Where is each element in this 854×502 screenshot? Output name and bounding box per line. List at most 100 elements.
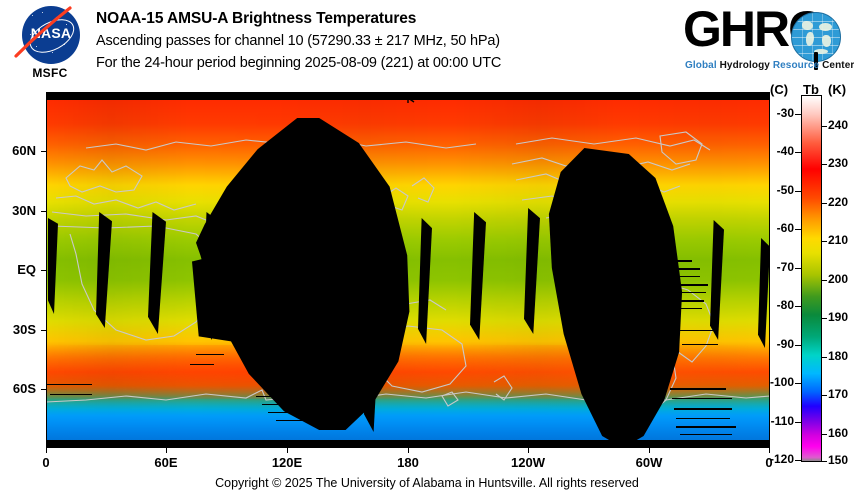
y-tick bbox=[41, 211, 46, 212]
colorbar-tick-kelvin bbox=[821, 434, 827, 435]
title-block: NOAA-15 AMSU-A Brightness Temperatures A… bbox=[96, 8, 656, 74]
nasa-center-label: MSFC bbox=[32, 66, 68, 80]
ghrc-sub-word-center: Center bbox=[822, 60, 854, 71]
scanline-stripe bbox=[656, 300, 704, 302]
y-tick bbox=[41, 389, 46, 390]
nasa-insignia-icon: NASA bbox=[22, 6, 80, 64]
colorbar-label-c-minus50: -50 bbox=[776, 183, 794, 197]
colorbar-label-c-minus110: -110 bbox=[770, 414, 794, 428]
colorbar-label-c-minus90: -90 bbox=[776, 337, 794, 351]
colorbar-label-k-240: 240 bbox=[828, 118, 849, 132]
colorbar-tick-kelvin bbox=[821, 126, 827, 127]
scanline-stripe bbox=[598, 386, 638, 387]
scanline-stripe bbox=[660, 308, 702, 309]
nasa-red-swoosh-icon bbox=[14, 6, 72, 58]
colorbar-label-c-minus30: -30 bbox=[776, 106, 794, 120]
x-axis-label-120e: 120E bbox=[271, 455, 303, 470]
y-tick bbox=[41, 151, 46, 152]
colorbar-header-celsius: (C) bbox=[770, 82, 789, 97]
scanline-stripe bbox=[652, 284, 708, 286]
colorbar-header-tb: Tb bbox=[803, 82, 819, 97]
title-subtitle-channel: Ascending passes for channel 10 (57290.3… bbox=[96, 33, 500, 49]
y-tick bbox=[41, 330, 46, 331]
colorbar-tick-kelvin bbox=[821, 241, 827, 242]
colorbar-label-k-220: 220 bbox=[828, 195, 849, 209]
x-tick bbox=[287, 448, 288, 453]
colorbar-label-c-minus100: -100 bbox=[769, 375, 794, 389]
x-axis-label-60e: 60E bbox=[154, 455, 178, 470]
copyright-notice: Copyright © 2025 The University of Alaba… bbox=[215, 476, 639, 490]
colorbar-tick-celsius bbox=[795, 268, 801, 269]
x-axis-label-120w: 120W bbox=[511, 455, 545, 470]
colorbar-label-c-minus70: -70 bbox=[776, 260, 794, 274]
title-subtitle-period: For the 24-hour period beginning 2025-08… bbox=[96, 55, 502, 71]
colorbar-tick-kelvin bbox=[821, 461, 827, 462]
map-plot-area[interactable] bbox=[46, 92, 770, 448]
page-title: NOAA-15 AMSU-A Brightness Temperatures bbox=[96, 10, 417, 27]
scanline-stripe bbox=[256, 396, 312, 397]
x-tick bbox=[769, 448, 770, 453]
map-bottom-nodata-band bbox=[46, 440, 770, 448]
scanline-stripe bbox=[322, 390, 362, 391]
ghrc-globe-stem bbox=[814, 52, 818, 70]
scanline-stripe bbox=[676, 418, 730, 419]
swath-gap-asia-extension bbox=[192, 248, 248, 344]
header: NASA MSFC NOAA-15 AMSU-A Brightness Temp… bbox=[0, 0, 854, 88]
colorbar-tick-celsius bbox=[795, 460, 801, 461]
scanline-stripe bbox=[646, 268, 700, 270]
y-axis-label-30s: 30S bbox=[12, 322, 36, 337]
colorbar-tick-kelvin bbox=[821, 203, 827, 204]
nasa-logo: NASA MSFC bbox=[14, 6, 86, 84]
x-axis-label-360: 0 bbox=[765, 455, 773, 470]
scanline-stripe bbox=[644, 260, 692, 262]
x-axis-label-180: 180 bbox=[397, 455, 419, 470]
scanline-stripe bbox=[196, 354, 224, 355]
x-axis-label-0: 0 bbox=[42, 455, 50, 470]
x-tick bbox=[528, 448, 529, 453]
colorbar-label-k-200: 200 bbox=[828, 272, 849, 286]
scanline-stripe bbox=[650, 276, 700, 277]
nasa-wordmark: NASA bbox=[30, 25, 72, 41]
colorbar-label-k-160: 160 bbox=[828, 426, 849, 440]
colorbar-tick-celsius bbox=[795, 383, 801, 384]
ghrc-logo: GHRC Global Hydrology Resource Center bbox=[683, 2, 854, 74]
colorbar-tick-celsius bbox=[795, 345, 801, 346]
colorbar-tick-celsius bbox=[795, 422, 801, 423]
colorbar-tick-celsius bbox=[795, 191, 801, 192]
x-tick bbox=[46, 448, 47, 453]
scanline-stripe bbox=[276, 420, 346, 421]
y-tick bbox=[41, 270, 46, 271]
scanline-stripe bbox=[268, 412, 350, 413]
colorbar-label-k-190: 190 bbox=[828, 310, 849, 324]
scanline-stripe bbox=[190, 364, 214, 365]
colorbar-label-k-230: 230 bbox=[828, 156, 849, 170]
ghrc-globe-icon bbox=[791, 12, 841, 62]
colorbar-tick-celsius bbox=[795, 152, 801, 153]
colorbar-label-k-210: 210 bbox=[828, 233, 849, 247]
colorbar-tick-kelvin bbox=[821, 164, 827, 165]
scanline-stripe bbox=[670, 388, 726, 390]
brightness-temperature-field bbox=[46, 100, 770, 448]
ghrc-sub-word-hydrology: Hydrology bbox=[719, 60, 773, 71]
y-axis-label-60s: 60S bbox=[12, 381, 36, 396]
scanline-stripe bbox=[676, 426, 736, 428]
scanline-stripe bbox=[262, 404, 332, 405]
x-axis-label-60w: 60W bbox=[635, 455, 663, 470]
colorbar-gradient[interactable] bbox=[801, 95, 822, 462]
x-tick bbox=[408, 448, 409, 453]
colorbar-label-k-170: 170 bbox=[828, 387, 849, 401]
colorbar-tick-kelvin bbox=[821, 318, 827, 319]
scanline-stripe bbox=[46, 384, 92, 385]
ghrc-sub-word-resource: Resource bbox=[772, 60, 823, 71]
colorbar-tick-kelvin bbox=[821, 357, 827, 358]
colorbar-tick-celsius bbox=[795, 114, 801, 115]
scan-direction-marker-icon bbox=[406, 93, 436, 103]
colorbar-label-c-minus40: -40 bbox=[776, 144, 794, 158]
scanline-stripe bbox=[672, 398, 732, 399]
scanline-stripe bbox=[674, 408, 732, 410]
colorbar-header-kelvin: (K) bbox=[828, 82, 847, 97]
colorbar-tick-celsius bbox=[795, 306, 801, 307]
scanline-stripe bbox=[680, 434, 732, 435]
x-tick bbox=[166, 448, 167, 453]
swath-gap bbox=[48, 218, 58, 314]
